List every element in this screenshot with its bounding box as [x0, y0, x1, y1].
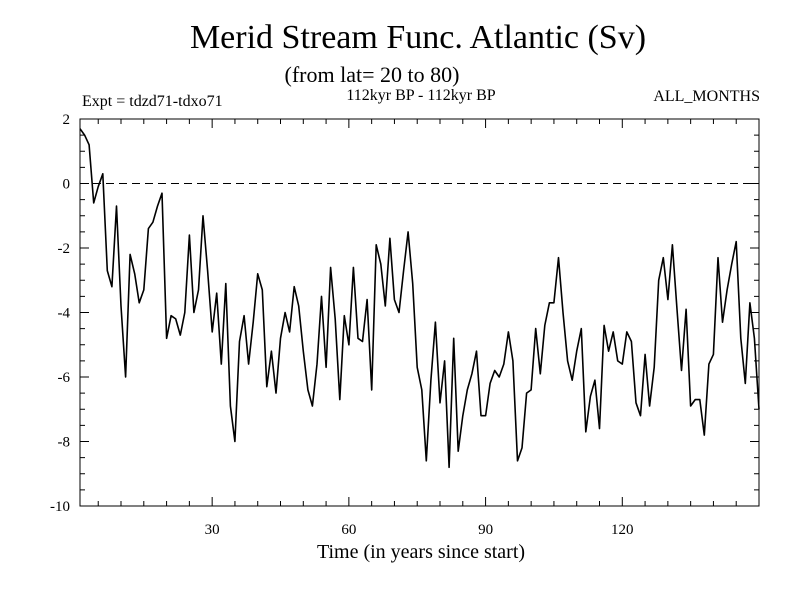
chart-title: Merid Stream Func. Atlantic (Sv) [190, 19, 646, 56]
y-tick-label: -6 [58, 370, 71, 386]
x-tick-label: 120 [611, 522, 634, 538]
series-line [79, 128, 760, 469]
y-tick-label: -4 [58, 306, 71, 322]
x-tick-label: 60 [341, 522, 356, 538]
chart-subtitle: (from lat= 20 to 80) [285, 62, 460, 87]
y-tick-label: 2 [63, 112, 71, 128]
y-tick-label: 0 [63, 177, 71, 193]
y-tick-label: -2 [58, 241, 71, 257]
y-tick-label: -8 [58, 435, 71, 451]
months-label: ALL_MONTHS [653, 88, 760, 105]
experiment-label: Expt = tdzd71-tdxo71 [82, 93, 223, 110]
x-tick-label: 90 [478, 522, 493, 538]
plot-frame [79, 118, 760, 507]
period-label: 112kyr BP - 112kyr BP [346, 87, 495, 104]
x-tick-label: 30 [205, 522, 220, 538]
y-tick-label: -10 [50, 499, 70, 515]
x-axis-label: Time (in years since start) [317, 541, 525, 563]
